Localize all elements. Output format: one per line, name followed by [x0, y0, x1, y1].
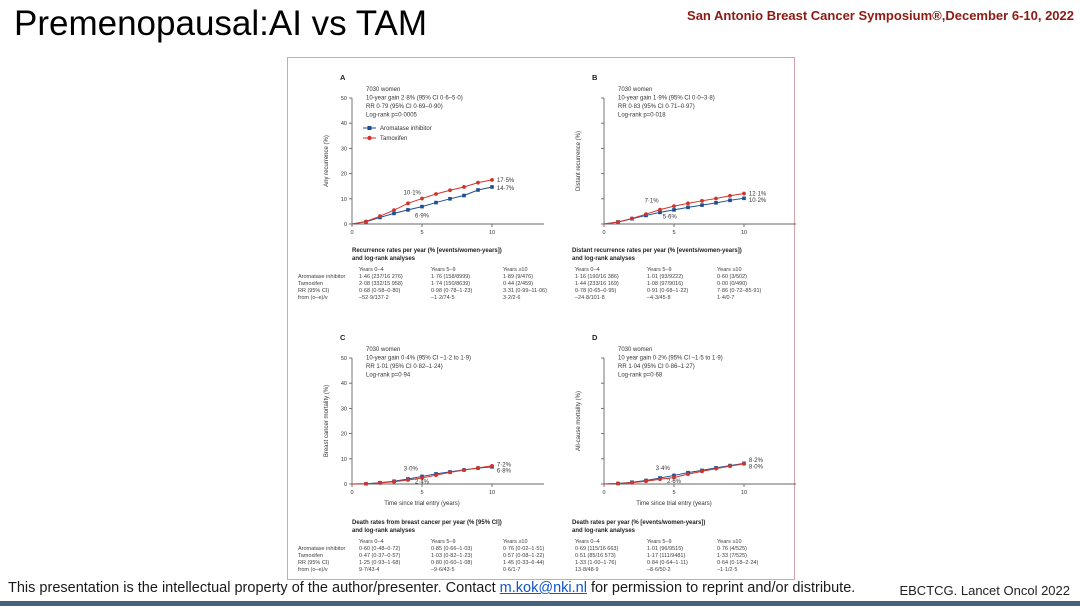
rates-table: Years 0–4 Years 5–9 Years ≥10 0·69 (115/16 …	[575, 539, 759, 573]
svg-text:RR 0·83 (95% CI 0·71–0·97): RR 0·83 (95% CI 0·71–0·97)	[618, 104, 695, 110]
footer-text-after: for permission to reprint and/or distrib…	[586, 580, 856, 596]
svg-text:5: 5	[672, 490, 675, 496]
svg-text:All-cause mortality (%): All-cause mortality (%)	[576, 391, 582, 451]
svg-text:10: 10	[741, 490, 747, 496]
svg-text:3·4%: 3·4%	[656, 466, 671, 472]
page-title: Premenopausal:AI vs TAM	[14, 4, 428, 43]
svg-text:Distant recurrence (%): Distant recurrence (%)	[576, 131, 582, 191]
svg-text:40: 40	[341, 121, 347, 127]
svg-text:3·0%: 3·0%	[404, 466, 419, 472]
svg-text:6·8%: 6·8%	[497, 468, 512, 474]
svg-text:40: 40	[341, 381, 347, 387]
svg-text:0: 0	[344, 482, 347, 488]
svg-text:Time since trial entry (years): Time since trial entry (years)	[636, 501, 711, 507]
svg-text:30: 30	[341, 146, 347, 152]
svg-text:10·2%: 10·2%	[749, 198, 767, 204]
svg-text:Log-rank p=0·94: Log-rank p=0·94	[366, 373, 411, 379]
chart-breast-cancer-mortality: C 7030 women 10-year gain 0·4% (95% CI –1·…	[324, 333, 544, 507]
svg-text:12·1%: 12·1%	[749, 191, 767, 197]
svg-text:Log-rank p=0·68: Log-rank p=0·68	[618, 373, 663, 379]
svg-text:8·0%: 8·0%	[749, 464, 764, 470]
svg-text:0: 0	[602, 490, 605, 496]
svg-text:0: 0	[350, 230, 353, 236]
svg-text:2·6%: 2·6%	[667, 479, 682, 485]
svg-text:0: 0	[350, 490, 353, 496]
rates-table: Years 0–4 Years 5–9 Years ≥10 Aromatase inh…	[298, 267, 547, 301]
svg-text:RR 1·01 (95% CI 0·82–1·24): RR 1·01 (95% CI 0·82–1·24)	[366, 364, 443, 370]
svg-text:Aromatase inhibitor: Aromatase inhibitor	[380, 126, 432, 132]
svg-text:5: 5	[420, 230, 423, 236]
rates-table: Years 0–4 Years 5–9 Years ≥10 Aromatase inh…	[298, 539, 545, 573]
svg-text:10: 10	[489, 490, 495, 496]
svg-text:5: 5	[420, 490, 423, 496]
contact-link[interactable]: m.kok@nki.nl	[499, 580, 587, 596]
svg-text:7030 women: 7030 women	[366, 87, 400, 93]
svg-text:7·2%: 7·2%	[497, 462, 512, 468]
svg-text:D: D	[592, 333, 598, 342]
svg-text:0: 0	[602, 230, 605, 236]
svg-text:Tamoxifen: Tamoxifen	[380, 136, 407, 142]
panel-d: D 7030 women 10 year gain 0·2% (95% CI –1·…	[550, 326, 800, 574]
svg-text:10: 10	[741, 230, 747, 236]
svg-text:10: 10	[489, 230, 495, 236]
svg-text:10: 10	[341, 457, 347, 463]
chart-caption: Distant recurrence rates per year (% [ev…	[572, 248, 742, 262]
svg-text:17·5%: 17·5%	[497, 178, 515, 184]
svg-text:Breast cancer mortality (%): Breast cancer mortality (%)	[324, 385, 330, 457]
footer-text-before: This presentation is the intellectual pr…	[8, 580, 500, 596]
svg-text:10-year gain 1·9% (95% CI 0·0–: 10-year gain 1·9% (95% CI 0·0–3·8)	[618, 96, 715, 102]
svg-text:7030 women: 7030 women	[618, 347, 652, 353]
svg-text:Log-rank p=0·0005: Log-rank p=0·0005	[366, 113, 418, 119]
svg-text:8·2%: 8·2%	[749, 458, 764, 464]
svg-text:Time since trial entry (years): Time since trial entry (years)	[384, 501, 459, 507]
chart-caption: Recurrence rates per year (% [events/wom…	[352, 248, 502, 262]
svg-text:Log-rank p=0·018: Log-rank p=0·018	[618, 113, 666, 119]
svg-text:7030 women: 7030 women	[366, 347, 400, 353]
svg-text:2·4%: 2·4%	[415, 479, 430, 485]
svg-text:C: C	[340, 333, 346, 342]
figure-panel-grid: A 7030 women 10-year gain 2·8% (95% CI 0·6…	[287, 57, 796, 580]
chart-any-recurrence: A 7030 women 10-year gain 2·8% (95% CI 0·6…	[324, 73, 544, 236]
svg-text:RR 0·79 (95% CI 0·69–0·90): RR 0·79 (95% CI 0·69–0·90)	[366, 104, 443, 110]
chart-caption: Death rates from breast cancer per year …	[352, 520, 502, 534]
svg-text:10-year gain 0·4% (95% CI –1·2: 10-year gain 0·4% (95% CI –1·2 to 1·9)	[366, 356, 471, 362]
svg-text:10 year gain 0·2% (95% CI –1·5: 10 year gain 0·2% (95% CI –1·5 to 1·9)	[618, 356, 723, 362]
svg-text:10-year gain 2·8% (95% CI 0·6–: 10-year gain 2·8% (95% CI 0·6–5·0)	[366, 96, 463, 102]
svg-text:14·7%: 14·7%	[497, 186, 515, 192]
citation: EBCTCG. Lancet Oncol 2022	[899, 583, 1070, 598]
svg-text:30: 30	[341, 406, 347, 412]
svg-text:7030 women: 7030 women	[618, 87, 652, 93]
panel-a: A 7030 women 10-year gain 2·8% (95% CI 0·6…	[298, 66, 548, 302]
svg-text:10: 10	[341, 197, 347, 203]
svg-text:A: A	[340, 73, 346, 82]
chart-all-cause-mortality: D 7030 women 10 year gain 0·2% (95% CI –1·…	[576, 333, 796, 507]
chart-distant-recurrence: B 7030 women 10-year gain 1·9% (95% CI 0·0…	[576, 73, 796, 236]
symposium-credit: San Antonio Breast Cancer Symposium®,Dec…	[687, 8, 1074, 23]
svg-text:6·9%: 6·9%	[415, 214, 430, 220]
footer-note: This presentation is the intellectual pr…	[8, 580, 855, 596]
svg-text:7·1%: 7·1%	[645, 199, 660, 205]
panel-c: C 7030 women 10-year gain 0·4% (95% CI –1·…	[298, 326, 548, 574]
svg-text:5·6%: 5·6%	[663, 214, 678, 220]
panel-b: B 7030 women 10-year gain 1·9% (95% CI 0·0…	[550, 66, 800, 302]
svg-text:0: 0	[344, 222, 347, 228]
svg-text:5: 5	[672, 230, 675, 236]
svg-text:20: 20	[341, 172, 347, 178]
svg-text:10·1%: 10·1%	[404, 190, 422, 196]
svg-text:50: 50	[341, 96, 347, 102]
svg-text:Any recurrence (%): Any recurrence (%)	[324, 135, 330, 187]
rates-table: Years 0–4 Years 5–9 Years ≥10 1·16 (190/16 …	[575, 267, 762, 301]
svg-text:20: 20	[341, 432, 347, 438]
chart-caption: Death rates per year (% [events/women-ye…	[572, 520, 706, 534]
footer-bar	[0, 601, 1080, 606]
svg-text:RR 1·04 (95% CI 0·86–1·27): RR 1·04 (95% CI 0·86–1·27)	[618, 364, 695, 370]
svg-text:B: B	[592, 73, 598, 82]
svg-text:50: 50	[341, 356, 347, 362]
